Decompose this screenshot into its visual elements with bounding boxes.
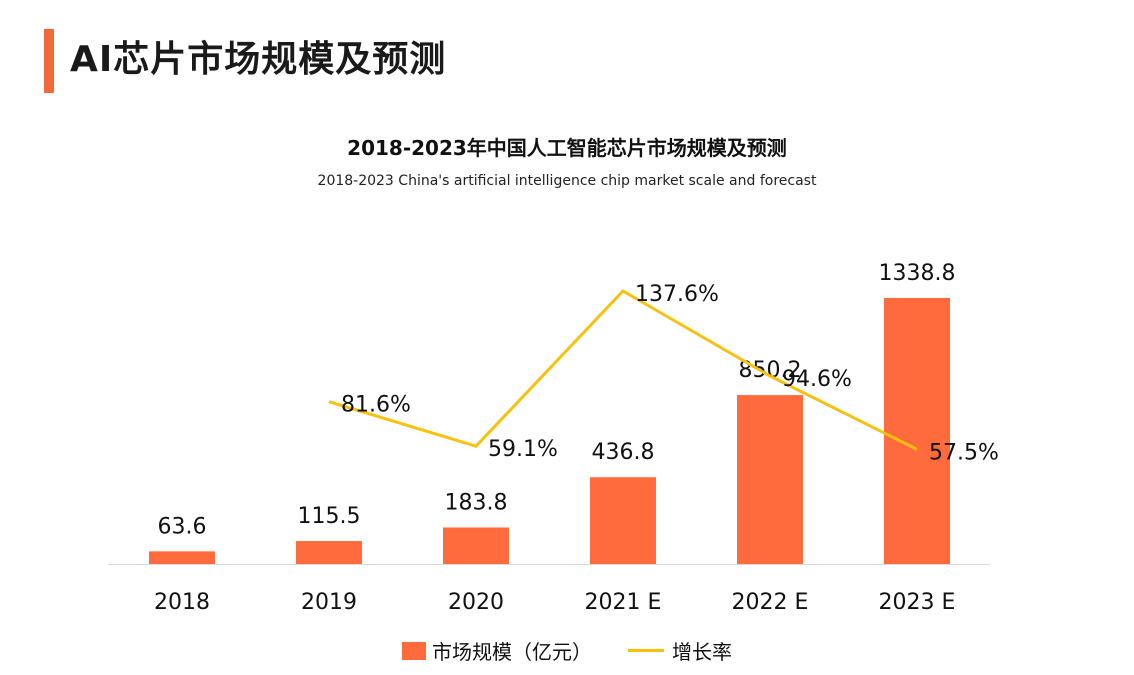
growth-rate-label: 57.5% xyxy=(929,440,999,465)
legend-item-bar: 市场规模（亿元） xyxy=(402,636,592,665)
legend-line-label: 增长率 xyxy=(672,640,732,664)
x-tick-label: 2022 E xyxy=(732,590,809,615)
x-tick-label: 2021 E xyxy=(585,590,662,615)
x-tick-label: 2018 xyxy=(154,590,210,615)
growth-rate-label: 59.1% xyxy=(488,437,558,462)
bar xyxy=(590,477,656,564)
bar xyxy=(443,527,509,564)
bar-value-label: 1338.8 xyxy=(879,261,956,286)
bar-value-label: 183.8 xyxy=(445,490,508,515)
legend-line-swatch xyxy=(628,649,664,652)
growth-rate-label: 81.6% xyxy=(341,393,411,418)
bar-value-label: 63.6 xyxy=(158,514,207,539)
growth-rate-label: 137.6% xyxy=(635,282,719,307)
bar xyxy=(149,551,215,564)
legend-bar-swatch xyxy=(402,641,426,660)
legend-bar-label: 市场规模（亿元） xyxy=(432,640,592,664)
chart-legend: 市场规模（亿元） 增长率 xyxy=(0,636,1134,665)
bar xyxy=(737,395,803,564)
growth-rate-line xyxy=(328,289,918,451)
bar xyxy=(884,298,950,564)
page-title: AI芯片市场规模及预测 xyxy=(70,39,447,80)
legend-item-line: 增长率 xyxy=(628,636,732,665)
growth-rate-label: 94.6% xyxy=(782,367,852,392)
bar xyxy=(296,541,362,564)
title-accent-bar xyxy=(44,29,54,93)
x-tick-label: 2023 E xyxy=(879,590,956,615)
chart-title: 2018-2023年中国人工智能芯片市场规模及预测 xyxy=(347,136,787,160)
bar-value-label: 436.8 xyxy=(592,440,655,465)
chart-subtitle: 2018-2023 China's artificial intelligenc… xyxy=(317,173,817,189)
x-tick-label: 2020 xyxy=(448,590,504,615)
bar-value-label: 115.5 xyxy=(298,504,361,529)
x-tick-label: 2019 xyxy=(301,590,357,615)
